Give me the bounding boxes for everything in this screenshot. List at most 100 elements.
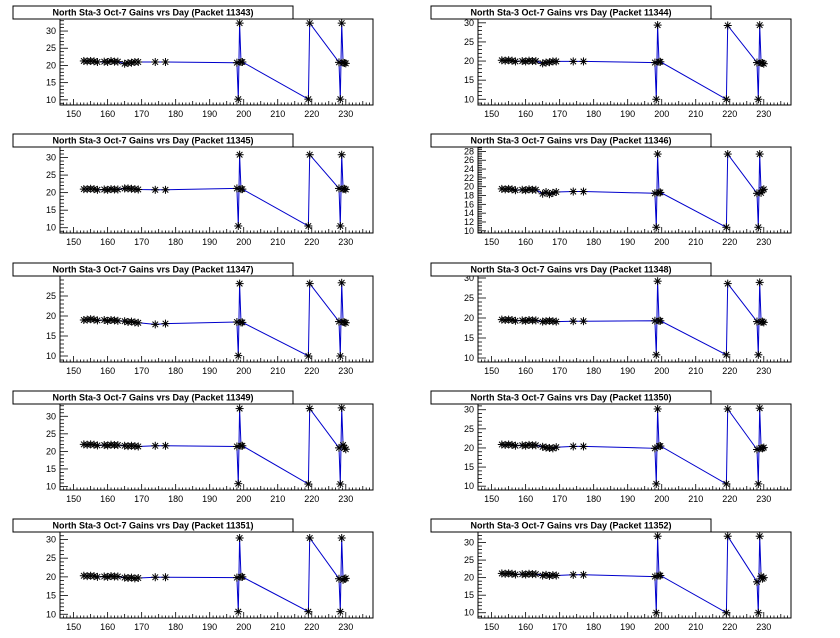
x-tick-label: 180 [168,494,183,504]
data-point [304,480,313,489]
data-point [235,533,244,542]
data-point [656,57,665,66]
y-tick-label: 25 [46,291,56,301]
chart-title: North Sta-3 Oct-7 Gains vrs Day (Packet … [470,136,671,146]
data-point [759,443,768,452]
title-box [12,518,294,533]
x-axis: 150 160 170 180 190 200 210 220 230 [59,356,374,376]
data-point [305,279,314,288]
data-point [755,404,764,413]
y-tick-label: 15 [46,78,56,88]
x-tick-label: 230 [338,494,353,504]
y-tick-label: 20 [464,313,474,323]
plot-frame [59,403,374,491]
x-tick-label: 180 [586,622,601,632]
y-tick-label: 15 [464,75,474,85]
y-tick-label: 20 [46,572,56,582]
data-point [336,95,345,104]
x-tick-label: 150 [66,109,81,119]
data-point [151,185,160,194]
data-point [722,223,731,232]
x-tick-label: 200 [236,494,251,504]
y-tick-label: 30 [464,538,474,548]
x-tick-label: 200 [654,622,669,632]
x-tick-label: 230 [756,622,771,632]
y-tick-label: 30 [46,411,56,421]
x-tick-label: 220 [304,109,319,119]
y-tick-label: 25 [46,170,56,180]
plot-frame [59,275,374,363]
data-point [151,320,160,329]
x-tick-label: 210 [270,622,285,632]
x-tick-label: 170 [134,109,149,119]
x-tick-label: 180 [586,366,601,376]
data-point [722,479,731,488]
y-tick-label: 12 [464,217,474,227]
data-point [305,150,314,159]
y-tick-label: 15 [46,331,56,341]
title-box [430,518,712,533]
data-point [545,190,554,199]
x-tick-label: 190 [202,494,217,504]
x-tick-label: 220 [722,109,737,119]
x-tick-label: 180 [586,237,601,247]
x-tick-label: 190 [202,109,217,119]
data-point [93,316,102,325]
x-tick-label: 190 [620,109,635,119]
y-axis: 10 15 20 25 30 [46,531,68,619]
markers [79,403,350,489]
x-tick-label: 210 [688,109,703,119]
chart-title: North Sta-3 Oct-7 Gains vrs Day (Packet … [52,8,253,18]
x-tick-label: 150 [484,494,499,504]
x-tick-label: 180 [168,237,183,247]
y-axis: 10 15 20 25 [46,275,68,361]
data-point [759,573,768,582]
x-tick-label: 200 [654,366,669,376]
markers [79,19,350,104]
data-point [134,442,143,451]
data-point [656,188,665,197]
x-tick-label: 180 [586,109,601,119]
y-tick-label: 20 [46,446,56,456]
data-point [579,317,588,326]
data-point [511,57,520,66]
data-point [548,444,557,453]
x-tick-label: 170 [134,237,149,247]
x-tick-label: 220 [304,622,319,632]
data-point [337,403,346,412]
data-point [93,572,102,581]
data-point [341,445,350,454]
x-tick-label: 150 [66,237,81,247]
x-tick-label: 190 [202,237,217,247]
data-point [579,187,588,196]
data-point [569,442,578,451]
data-point [653,532,662,541]
x-tick-label: 230 [338,237,353,247]
x-tick-label: 210 [270,109,285,119]
x-axis: 150 160 170 180 190 200 210 220 230 [59,484,374,504]
x-tick-label: 210 [688,366,703,376]
y-tick-label: 25 [464,37,474,47]
y-tick-label: 30 [464,18,474,28]
y-tick-label: 10 [464,94,474,104]
y-axis: 10 15 20 25 30 [46,146,68,233]
data-point [755,21,764,30]
gain-chart-5: 150 160 170 180 190 200 210 220 230 10 15 20 25 North… [12,262,374,376]
x-tick-label: 230 [338,109,353,119]
data-point [238,185,247,194]
data-point [336,352,345,360]
x-tick-label: 190 [202,622,217,632]
data-point [113,316,122,325]
y-tick-label: 15 [464,462,474,472]
data-point [336,221,345,230]
data-point [511,316,520,325]
chart-title: North Sta-3 Oct-7 Gains vrs Day (Packet … [470,393,671,403]
data-point [650,58,659,67]
x-tick-label: 230 [338,366,353,376]
data-point [336,607,345,616]
markers [79,533,350,616]
title-box [430,5,712,20]
gain-chart-2: 150 160 170 180 190 200 210 220 230 10 15 20 25 30Nor… [430,5,792,119]
